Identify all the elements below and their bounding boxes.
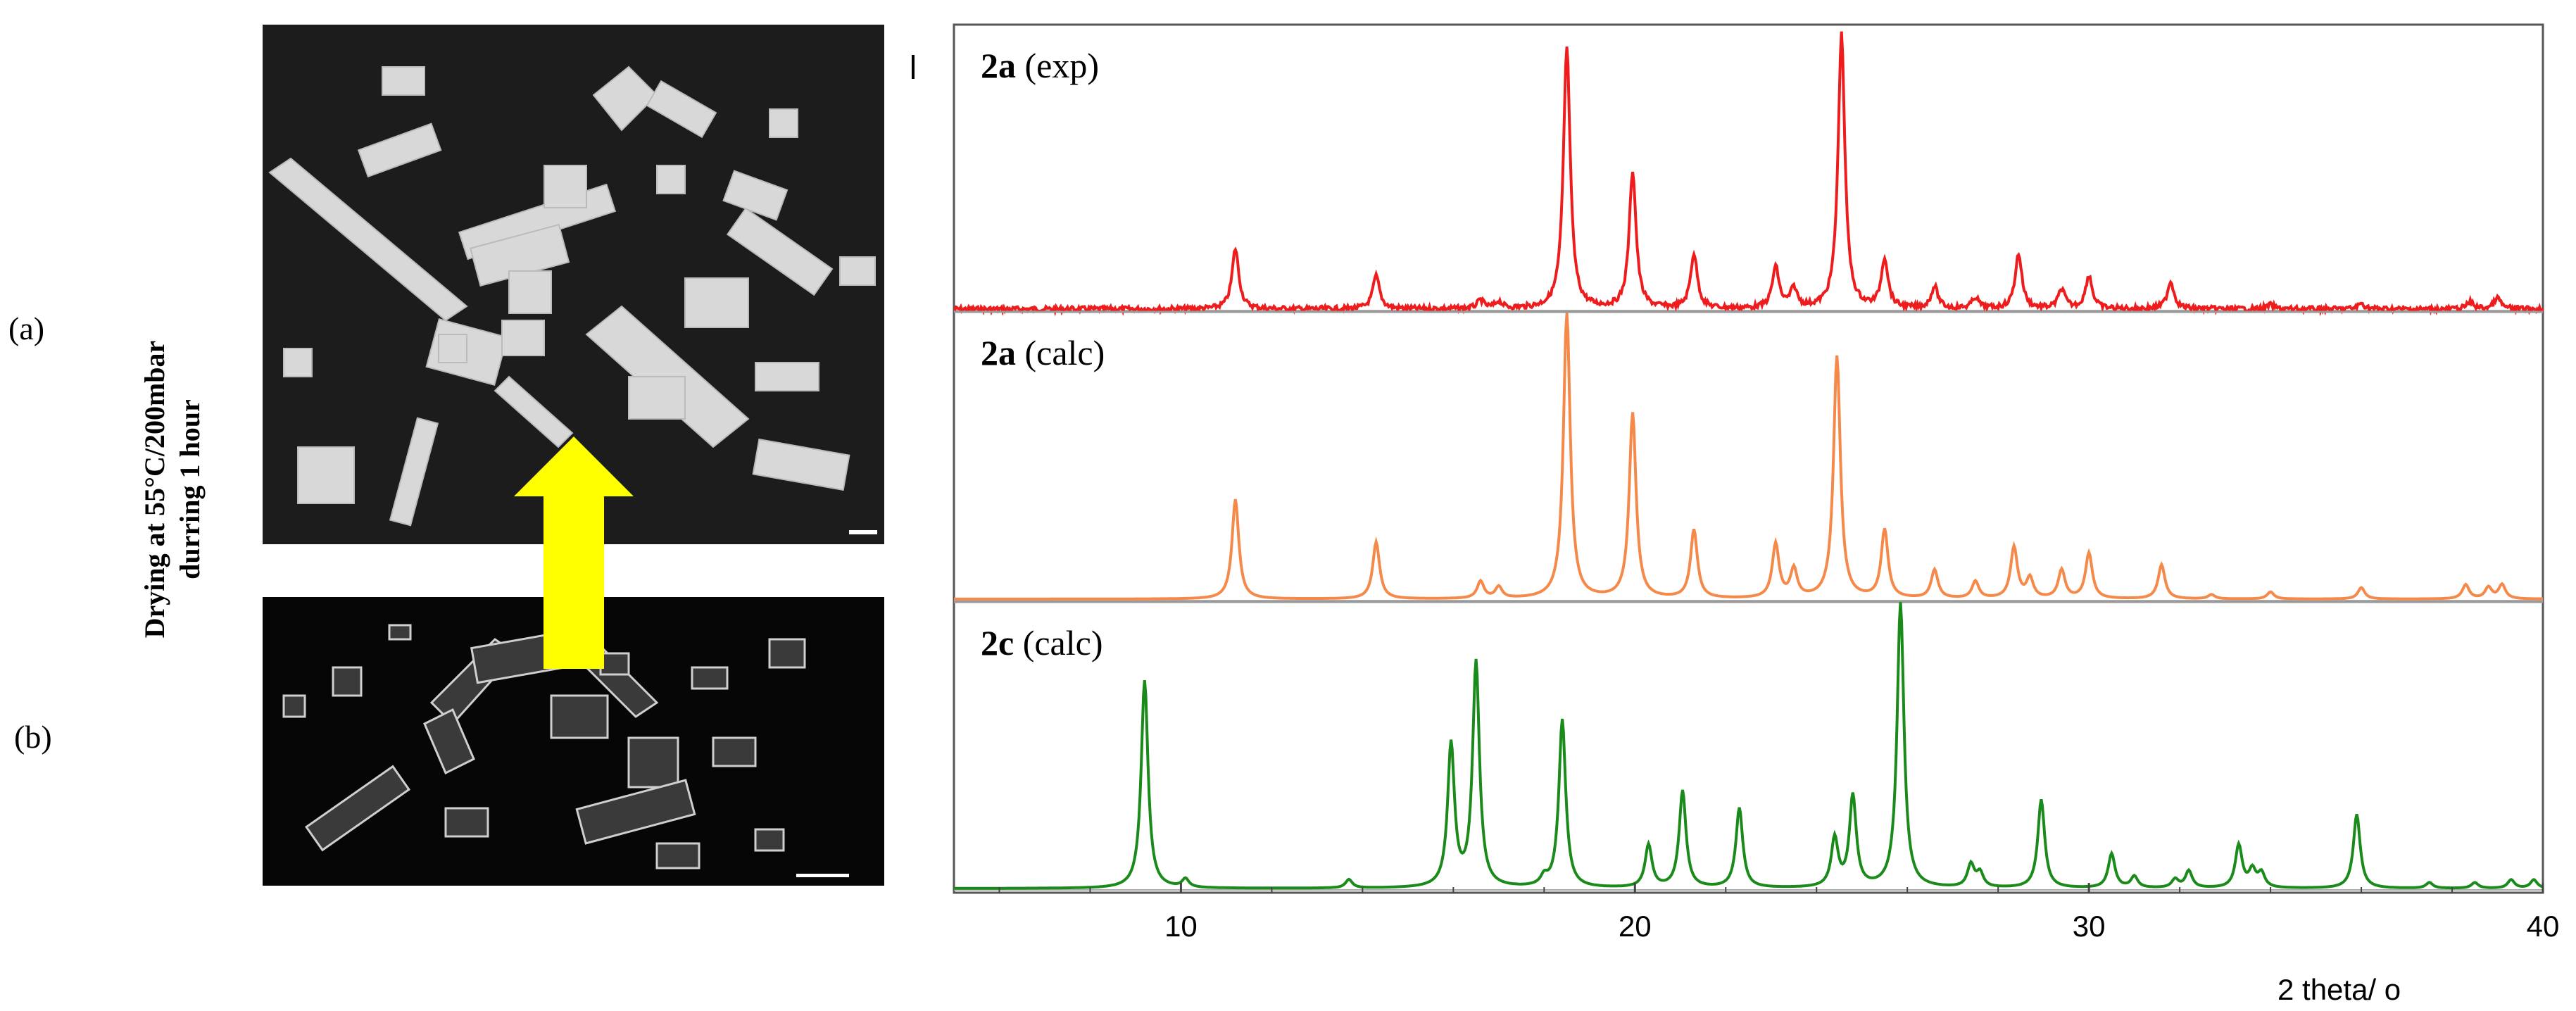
x-tick-label: 40 <box>2527 910 2560 943</box>
series-title-1: 2a (exp) <box>981 46 1099 85</box>
series-title-3: 2c (calc) <box>981 623 1102 663</box>
scale-bar-a <box>849 530 877 534</box>
micrograph-a <box>263 25 884 544</box>
x-tick-label: 20 <box>1619 910 1652 943</box>
series-line-2 <box>954 313 2543 601</box>
scale-bar-b <box>796 874 849 877</box>
crystals-a-image <box>263 25 884 544</box>
plot-frame <box>953 23 2544 894</box>
series-line-1 <box>953 31 2544 317</box>
series-title-2: 2a (calc) <box>981 333 1105 372</box>
up-arrow-icon <box>514 437 634 669</box>
x-tick-label: 10 <box>1164 910 1198 943</box>
x-axis-label: 2 theta/ o <box>2277 973 2401 1006</box>
x-tick-label: 30 <box>2073 910 2106 943</box>
label-a: (a) <box>8 310 45 346</box>
label-b: (b) <box>14 719 52 755</box>
series-line-3 <box>954 602 2544 890</box>
